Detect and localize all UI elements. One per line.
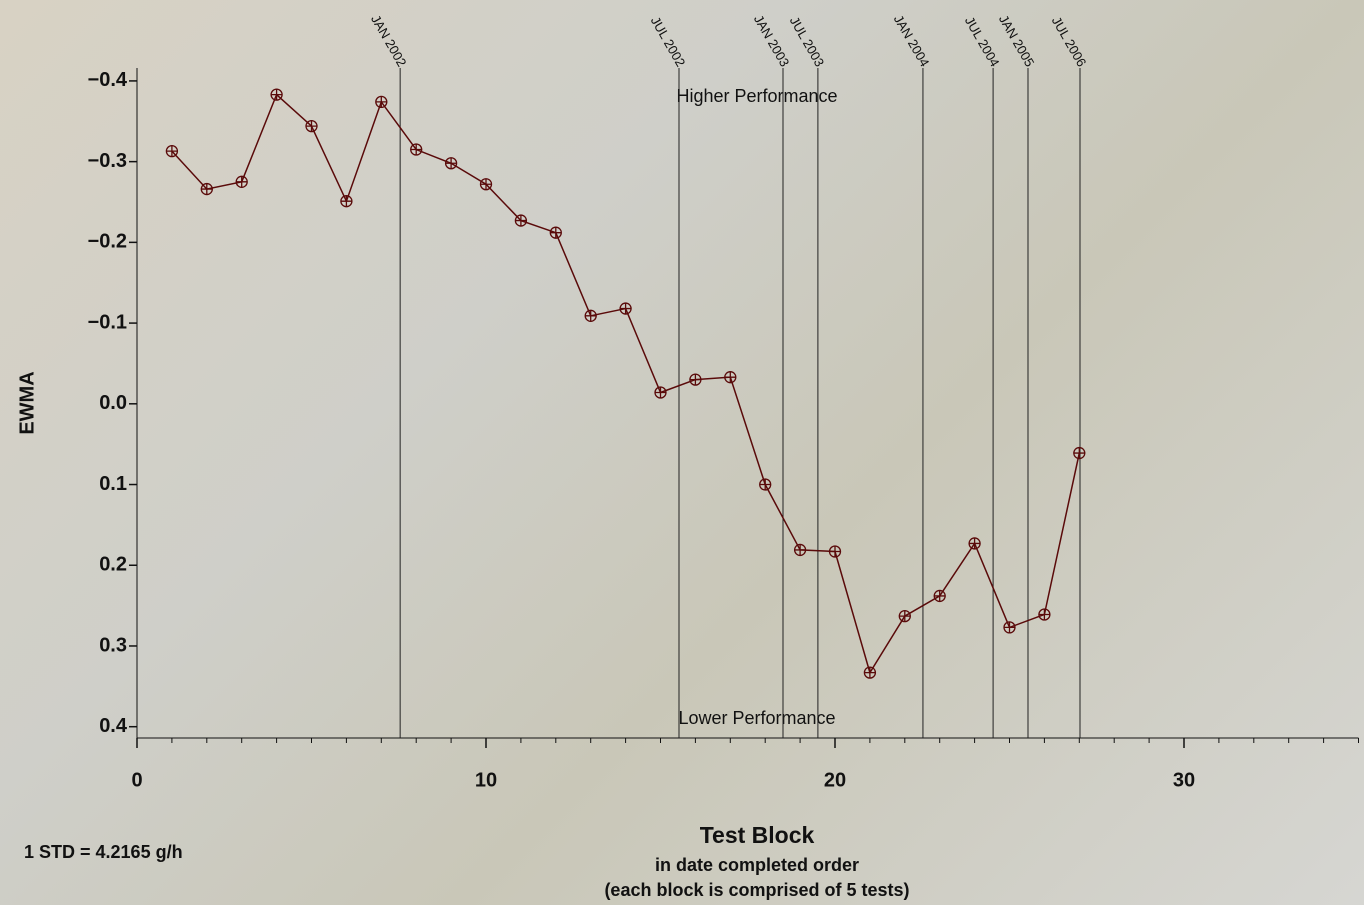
event-label: JAN 2002 bbox=[368, 12, 410, 69]
y-tick-label: 0.3 bbox=[99, 634, 127, 656]
y-tick-label: −0.4 bbox=[88, 69, 128, 91]
point-cross bbox=[550, 227, 562, 239]
event-label: JAN 2004 bbox=[891, 12, 933, 69]
point-cross bbox=[899, 610, 911, 622]
y-tick-label: −0.2 bbox=[88, 231, 127, 253]
point-cross bbox=[201, 183, 213, 195]
point-cross bbox=[794, 544, 806, 556]
std-note: 1 STD = 4.2165 g/h bbox=[24, 842, 183, 862]
point-cross bbox=[271, 89, 283, 101]
annotation: Lower Performance bbox=[678, 708, 835, 728]
point-cross bbox=[1073, 447, 1085, 459]
point-cross bbox=[585, 310, 597, 322]
y-tick-label: 0.4 bbox=[99, 715, 128, 737]
y-tick-label: −0.3 bbox=[88, 150, 127, 172]
x-tick-label: 0 bbox=[131, 769, 142, 791]
x-axis-label: Test Block bbox=[700, 822, 815, 848]
point-cross bbox=[445, 157, 457, 169]
point-cross bbox=[375, 96, 387, 108]
y-tick-label: −0.1 bbox=[88, 311, 127, 333]
point-cross bbox=[306, 120, 317, 132]
event-label: JUL 2006 bbox=[1049, 14, 1090, 69]
series-line bbox=[171, 93, 1081, 675]
point-cross bbox=[829, 546, 841, 558]
annotation: Higher Performance bbox=[676, 86, 837, 106]
point-cross bbox=[655, 387, 666, 399]
point-cross bbox=[340, 195, 352, 207]
y-tick-label: 0.1 bbox=[99, 473, 127, 495]
point-cross bbox=[759, 479, 771, 491]
y-tick-label: 0.2 bbox=[99, 554, 127, 576]
point-cross bbox=[969, 537, 981, 549]
point-cross bbox=[166, 145, 178, 157]
x-tick-label: 30 bbox=[1173, 769, 1195, 791]
point-cross bbox=[934, 590, 946, 602]
y-axis-label: EWMA bbox=[16, 371, 38, 434]
point-cross bbox=[724, 371, 736, 383]
point-cross bbox=[515, 215, 527, 227]
x-tick-label: 20 bbox=[824, 769, 846, 791]
point-cross bbox=[1038, 608, 1050, 620]
point-cross bbox=[1004, 621, 1015, 633]
point-cross bbox=[689, 374, 701, 386]
point-cross bbox=[620, 303, 632, 315]
x-axis-note: (each block is comprised of 5 tests) bbox=[604, 880, 909, 900]
y-tick-label: 0.0 bbox=[99, 392, 127, 414]
event-label: JAN 2003 bbox=[751, 12, 793, 69]
x-axis-note: in date completed order bbox=[655, 855, 859, 875]
point-cross bbox=[410, 144, 422, 156]
x-tick-label: 10 bbox=[475, 769, 497, 791]
point-cross bbox=[864, 667, 876, 679]
event-label: JUL 2002 bbox=[648, 14, 689, 69]
point-cross bbox=[480, 178, 492, 190]
point-cross bbox=[236, 176, 248, 188]
event-label: JUL 2004 bbox=[962, 14, 1003, 69]
